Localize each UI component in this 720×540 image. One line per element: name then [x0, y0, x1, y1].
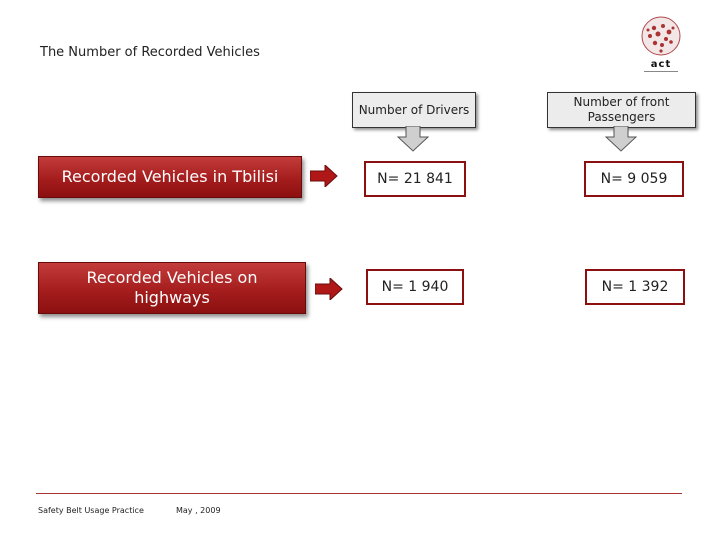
header-drivers-label: Number of Drivers: [358, 102, 470, 117]
footer-date: May , 2009: [176, 506, 221, 515]
value-text: N= 9 059: [600, 171, 668, 187]
value-text: N= 1 392: [601, 279, 669, 295]
header-passengers: Number of front Passengers: [547, 92, 696, 128]
value-tbilisi-drivers: N= 21 841: [364, 161, 466, 197]
right-arrow-icon: [314, 276, 343, 302]
act-logo: act: [636, 14, 686, 78]
row-label-tbilisi: Recorded Vehicles in Tbilisi: [38, 156, 302, 198]
value-highways-passengers: N= 1 392: [585, 269, 685, 305]
down-arrow-icon: [396, 125, 430, 152]
row-label-text: Recorded Vehicles on highways: [86, 268, 258, 307]
value-tbilisi-passengers: N= 9 059: [584, 161, 684, 197]
value-text: N= 1 940: [381, 279, 449, 295]
right-arrow-icon: [309, 163, 338, 189]
down-arrow-icon: [604, 125, 638, 152]
value-highways-drivers: N= 1 940: [366, 269, 464, 305]
value-text: N= 21 841: [377, 171, 453, 187]
header-drivers: Number of Drivers: [352, 92, 476, 128]
slide-title: The Number of Recorded Vehicles: [40, 45, 260, 60]
row-label-text: Recorded Vehicles in Tbilisi: [61, 167, 279, 186]
logo-text: act: [651, 59, 671, 70]
footer-divider: [36, 493, 682, 494]
footer-title: Safety Belt Usage Practice: [38, 506, 144, 515]
row-label-highways: Recorded Vehicles on highways: [38, 262, 306, 314]
header-passengers-label: Number of front Passengers: [573, 95, 670, 124]
